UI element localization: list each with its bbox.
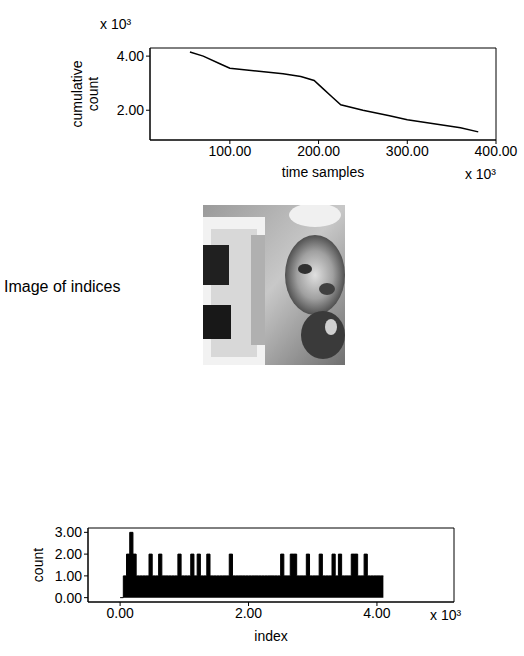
svg-text:4.00: 4.00 (117, 48, 144, 64)
html-text:index: index (254, 628, 288, 644)
svg-text:4.00: 4.00 (363, 605, 390, 621)
html-text:x 10³: x 10³ (464, 166, 496, 182)
svg-text:400.00: 400.00 (475, 143, 518, 159)
svg-text:0.00: 0.00 (106, 605, 133, 621)
svg-text:2.00: 2.00 (235, 605, 262, 621)
svg-text:300.00: 300.00 (386, 143, 429, 159)
html-text:Image of indices: Image of indices (4, 278, 121, 295)
svg-text:3.00: 3.00 (55, 524, 82, 540)
html-text:count: count (85, 76, 101, 112)
html-text:time samples: time samples (281, 164, 365, 180)
svg-text:0.00: 0.00 (55, 590, 82, 606)
html-text:x 10³: x 10³ (100, 16, 132, 32)
svg-text:100.00: 100.00 (208, 143, 251, 159)
svg-text:200.00: 200.00 (297, 143, 340, 159)
svg-text:1.00: 1.00 (55, 568, 82, 584)
svg-text:2.00: 2.00 (117, 102, 144, 118)
html-text:cumulative: cumulative (69, 60, 85, 128)
svg-text:2.00: 2.00 (55, 546, 82, 562)
html-text:x 10³: x 10³ (430, 607, 462, 623)
html-text:count: count (30, 547, 46, 583)
